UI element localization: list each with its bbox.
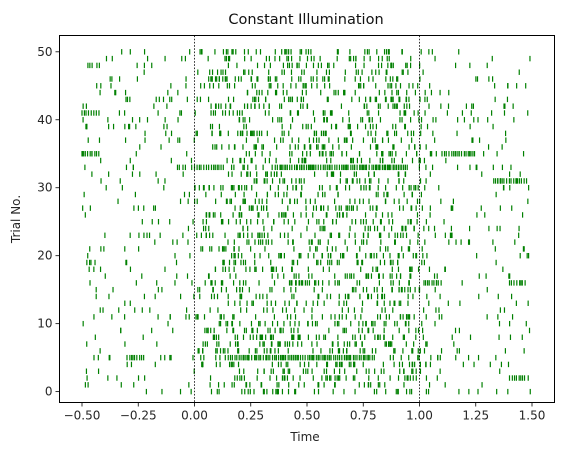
x-tick-label: 0.75 bbox=[350, 409, 377, 423]
y-tick-label: 40 bbox=[37, 113, 52, 127]
y-tick-label: 20 bbox=[37, 249, 52, 263]
x-axis-title: Time bbox=[289, 430, 319, 444]
x-tick-label: 0.25 bbox=[237, 409, 264, 423]
chart-title: Constant Illumination bbox=[228, 12, 383, 28]
y-tick-label: 0 bbox=[45, 385, 53, 399]
y-tick-label: 50 bbox=[37, 45, 52, 59]
y-axis-title: Trial No. bbox=[9, 195, 23, 244]
spike-events bbox=[82, 49, 530, 394]
x-tick-label: 1.25 bbox=[462, 409, 489, 423]
x-tick-label: 0.50 bbox=[294, 409, 321, 423]
y-tick-label: 10 bbox=[37, 317, 52, 331]
x-tick-label: 1.50 bbox=[519, 409, 546, 423]
x-tick-label: 0.00 bbox=[181, 409, 208, 423]
x-tick-label: 1.00 bbox=[406, 409, 433, 423]
y-axis: 0 10 20 30 40 50 bbox=[37, 45, 59, 399]
plot-frame bbox=[60, 36, 555, 403]
x-tick-label: −0.25 bbox=[120, 409, 157, 423]
y-tick-label: 30 bbox=[37, 181, 52, 195]
x-tick-label: −0.50 bbox=[64, 409, 101, 423]
x-axis: −0.50 −0.25 0.00 0.25 0.50 0.75 1.00 1.25 1.50 bbox=[64, 403, 546, 423]
